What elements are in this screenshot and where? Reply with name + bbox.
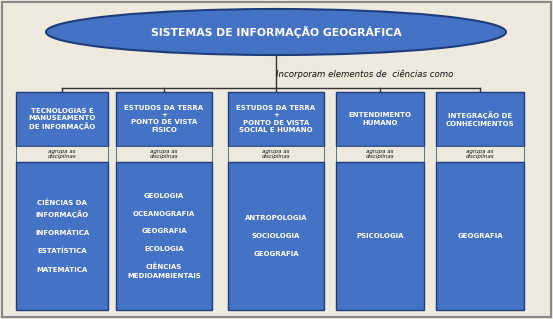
FancyBboxPatch shape [228, 162, 324, 310]
Text: GEOLOGIA

OCEANOGRAFIA

GEOGRAFIA

ECOLOGIA

CIÊNCIAS
MEDIOAMBIENTAIS: GEOLOGIA OCEANOGRAFIA GEOGRAFIA ECOLOGIA… [127, 193, 201, 279]
FancyBboxPatch shape [16, 92, 108, 146]
FancyBboxPatch shape [336, 146, 424, 162]
Text: GEOGRAFIA: GEOGRAFIA [457, 233, 503, 239]
Text: PSICOLOGIA: PSICOLOGIA [356, 233, 404, 239]
Text: ESTUDOS DA TERRA
+
PONTO DE VISTA
SOCIAL E HUMANO: ESTUDOS DA TERRA + PONTO DE VISTA SOCIAL… [237, 105, 316, 133]
FancyBboxPatch shape [436, 92, 524, 146]
Text: ESTUDOS DA TERRA
+
PONTO DE VISTA
FÍSICO: ESTUDOS DA TERRA + PONTO DE VISTA FÍSICO [124, 105, 204, 133]
Text: ENTENDIMENTO
HUMANO: ENTENDIMENTO HUMANO [348, 112, 411, 126]
Text: agrupa as
disciplinas: agrupa as disciplinas [466, 149, 494, 160]
Text: SISTEMAS DE INFORMAÇÃO GEOGRÁFICA: SISTEMAS DE INFORMAÇÃO GEOGRÁFICA [150, 26, 401, 38]
FancyBboxPatch shape [228, 92, 324, 146]
Text: INTEGRAÇÃO DE
CONHECIMENTOS: INTEGRAÇÃO DE CONHECIMENTOS [446, 111, 514, 127]
FancyBboxPatch shape [336, 92, 424, 146]
Ellipse shape [46, 9, 506, 55]
Text: ANTROPOLOGIA

SOCIOLOGIA

GEOGRAFIA: ANTROPOLOGIA SOCIOLOGIA GEOGRAFIA [245, 216, 307, 256]
Text: TECNOLOGIAS E
MANUSEAMENTO
DE INFORMAÇÃO: TECNOLOGIAS E MANUSEAMENTO DE INFORMAÇÃO [28, 108, 96, 130]
FancyBboxPatch shape [16, 162, 108, 310]
FancyBboxPatch shape [116, 92, 212, 146]
Text: agrupa as
disciplinas: agrupa as disciplinas [366, 149, 394, 160]
Text: Incorporam elementos de  ciências como: Incorporam elementos de ciências como [276, 69, 453, 79]
FancyBboxPatch shape [16, 146, 108, 162]
Text: agrupa as
disciplinas: agrupa as disciplinas [48, 149, 76, 160]
Text: agrupa as
disciplinas: agrupa as disciplinas [262, 149, 290, 160]
Text: agrupa as
disciplinas: agrupa as disciplinas [150, 149, 178, 160]
FancyBboxPatch shape [436, 146, 524, 162]
FancyBboxPatch shape [336, 162, 424, 310]
FancyBboxPatch shape [436, 162, 524, 310]
FancyBboxPatch shape [116, 146, 212, 162]
FancyBboxPatch shape [116, 162, 212, 310]
FancyBboxPatch shape [228, 146, 324, 162]
Text: CIÊNCIAS DA
INFORMAÇÃO

INFORMÁTICA

ESTATÍSTICA

MATEMÁTICA: CIÊNCIAS DA INFORMAÇÃO INFORMÁTICA ESTAT… [35, 199, 89, 272]
